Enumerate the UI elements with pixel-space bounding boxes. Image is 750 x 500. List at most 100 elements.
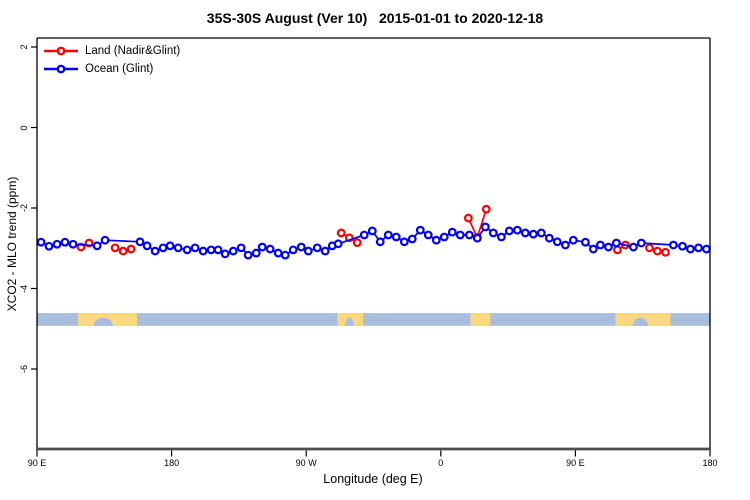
data-point [447,227,457,237]
data-point [611,238,621,248]
data-point [118,246,128,256]
x-tick-label: 180 [702,458,718,468]
x-tick-label: 0 [438,458,444,468]
data-point [391,232,401,242]
data-point [158,243,168,253]
data-point [544,233,554,243]
data-point [265,244,275,254]
chart-title: 35S-30S August (Ver 10) 2015-01-01 to 20… [206,10,544,26]
band-ocean [37,313,710,326]
data-point [463,213,473,223]
data-point [173,243,183,253]
data-point [512,225,522,235]
legend-item-land: Land (Nadir&Glint) [44,45,180,57]
data-point [588,244,598,254]
y-tick-label: -2 [19,203,29,213]
data-point [407,234,417,244]
land-series-symbol-icon [44,46,78,56]
data-point [220,249,230,259]
data-point [375,237,385,247]
band-land-segment [470,313,491,326]
data-point [668,240,678,250]
data-point [251,248,261,258]
data-point [423,230,433,240]
data-point [383,230,393,240]
plot-border [36,37,711,449]
data-point [36,237,46,247]
data-point [44,241,54,251]
data-point [520,228,530,238]
legend-item-ocean: Ocean (Glint) [44,63,153,75]
data-point [694,243,703,253]
data-point [190,243,200,253]
data-point [481,204,491,214]
data-point [320,246,330,256]
ocean-series-symbol-icon [44,64,78,74]
data-point [568,235,578,245]
data-point [100,235,110,245]
data-point [613,245,622,255]
data-point [288,245,298,255]
x-tick-label: 90 E [27,458,47,468]
data-point [52,239,62,249]
data-point [352,238,362,248]
data-point [455,230,465,240]
data-point [661,247,670,257]
y-tick-label: 2 [19,44,29,50]
data-point [686,244,695,254]
land-ocean-band [37,313,710,326]
legend-label-ocean: Ocean (Glint) [85,63,154,75]
data-point [636,238,646,248]
data-point [142,241,152,251]
data-point [336,228,346,238]
data-point [333,239,343,249]
data-point [472,233,482,243]
data-point [528,229,538,239]
data-point [702,244,711,254]
data-point [213,245,223,255]
data-point [92,241,102,251]
data-point [560,240,570,250]
data-point [273,248,283,258]
data-point [135,237,145,247]
data-point [504,226,514,236]
data-point [496,232,506,242]
data-point [359,230,369,240]
y-tick-label: 0 [19,124,29,131]
data-point [126,244,136,254]
data-point [464,230,474,240]
y-tick-label: -4 [19,284,29,293]
data-point [228,246,238,256]
data-point [678,241,687,251]
data-point [629,242,638,252]
data-point [60,237,70,247]
data-point [68,239,78,249]
data-point [257,242,267,252]
data-point [206,245,216,255]
x-axis-label: Longitude (deg E) [323,472,423,486]
data-point [552,237,562,247]
data-point [280,250,290,260]
y-axis-label: XCO2 - MLO trend (ppm) [5,176,19,312]
data-point [399,237,409,247]
data-point [236,243,246,253]
data-point [165,241,175,251]
x-tick-label: 180 [164,458,180,468]
data-point [604,242,613,252]
y-tick-label: -6 [19,364,29,374]
band-ocean-notch [345,317,355,326]
data-point [480,222,490,232]
data-point [243,250,253,260]
data-point [439,232,449,242]
x-tick-label: 90 W [295,458,317,468]
data-point [303,246,313,256]
data-point [182,245,192,255]
data-point [431,235,441,245]
data-point [296,242,306,252]
data-point [110,243,120,253]
x-tick-label: 90 E [566,458,585,468]
band-ocean-notch [93,317,114,326]
data-point [536,228,546,238]
